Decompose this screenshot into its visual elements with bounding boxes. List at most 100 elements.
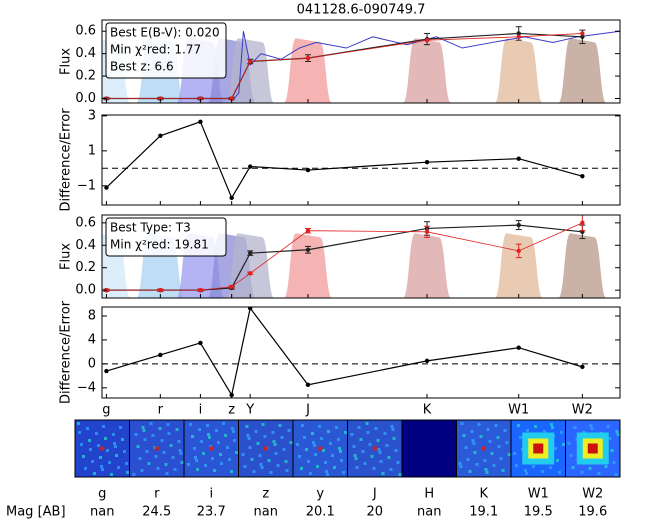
noise [313,444,316,447]
noise [396,461,400,464]
noise [278,424,282,427]
noise [208,436,211,439]
noise [300,467,303,470]
noise [389,468,393,471]
noise [305,448,308,451]
noise [164,463,168,466]
noise [549,466,552,469]
noise [156,467,160,470]
y-tick-label: 0.4 [75,238,96,253]
mag-value: 23.7 [197,505,226,520]
filter-curve [558,38,607,103]
data-point [580,220,585,226]
noise [194,456,197,459]
noise [353,454,357,457]
noise [365,422,369,425]
noise [524,469,527,472]
noise [267,459,271,462]
noise [610,449,614,452]
filter-curve [283,233,332,298]
band-label: K [479,487,488,502]
y-axis-label: Difference/Error [59,300,74,404]
noise [556,459,559,462]
noise [486,428,490,431]
noise [196,468,199,471]
source [263,446,268,451]
noise [503,429,507,432]
noise [272,440,276,443]
noise [378,451,382,454]
noise [117,466,120,469]
x-tick-label: W2 [572,403,593,418]
noise [526,429,529,432]
data-point [580,173,585,179]
data-point [580,34,585,40]
noise [136,445,140,448]
annotation: Min χ²red: 1.77 [110,43,201,57]
panel: −4 0 4 8 g r i z Y J K W1 W2 Difference/Error [59,300,621,418]
noise [359,438,363,441]
data-point [198,96,203,101]
x-tick-label: g [102,403,110,418]
noise [261,423,265,426]
noise [230,470,233,473]
noise [377,448,381,451]
noise [280,436,284,439]
noise [273,443,277,446]
noise [515,464,518,467]
noise [169,444,173,447]
band-label: J [372,487,377,502]
noise [462,434,466,437]
noise [220,462,223,465]
noise [233,439,236,442]
noise [154,455,158,458]
thumbnail [456,419,512,478]
mag-label: Mag [AB] [6,505,66,520]
noise [381,472,385,475]
noise [298,455,301,458]
noise [88,439,91,442]
noise [391,428,395,431]
plot-area [102,307,620,398]
source [481,446,486,451]
noise [296,443,299,446]
noise [590,427,594,430]
noise [246,434,250,437]
noise [224,434,227,437]
annotation: Best E(B-V): 0.020 [110,26,220,40]
noise [560,431,563,434]
noise [142,429,146,432]
noise [385,444,389,447]
noise [228,458,231,461]
y-tick-label: 0 [88,356,96,371]
filter-curve [403,38,452,103]
noise [370,455,374,458]
noise [519,436,522,439]
thumbnail [347,419,403,478]
noise [101,468,104,471]
noise [329,442,332,445]
data-point [229,195,234,201]
noise [204,464,207,467]
filter-curve [494,38,543,103]
noise [141,426,145,429]
data-point [247,307,253,311]
noise [473,451,477,454]
noise [379,460,383,463]
data-point [247,250,253,256]
noise [479,435,483,438]
noise [494,424,498,427]
data-point [516,31,521,36]
y-axis-label: Flux [59,48,74,75]
data-point [158,287,163,293]
noise [263,435,267,438]
thumbnail [292,419,348,478]
data-point [516,345,521,350]
noise [303,436,306,439]
noise [350,433,354,436]
noise [198,428,201,431]
noise [269,471,273,474]
axes-frame [101,19,621,104]
noise [100,465,103,468]
noise [458,462,462,465]
